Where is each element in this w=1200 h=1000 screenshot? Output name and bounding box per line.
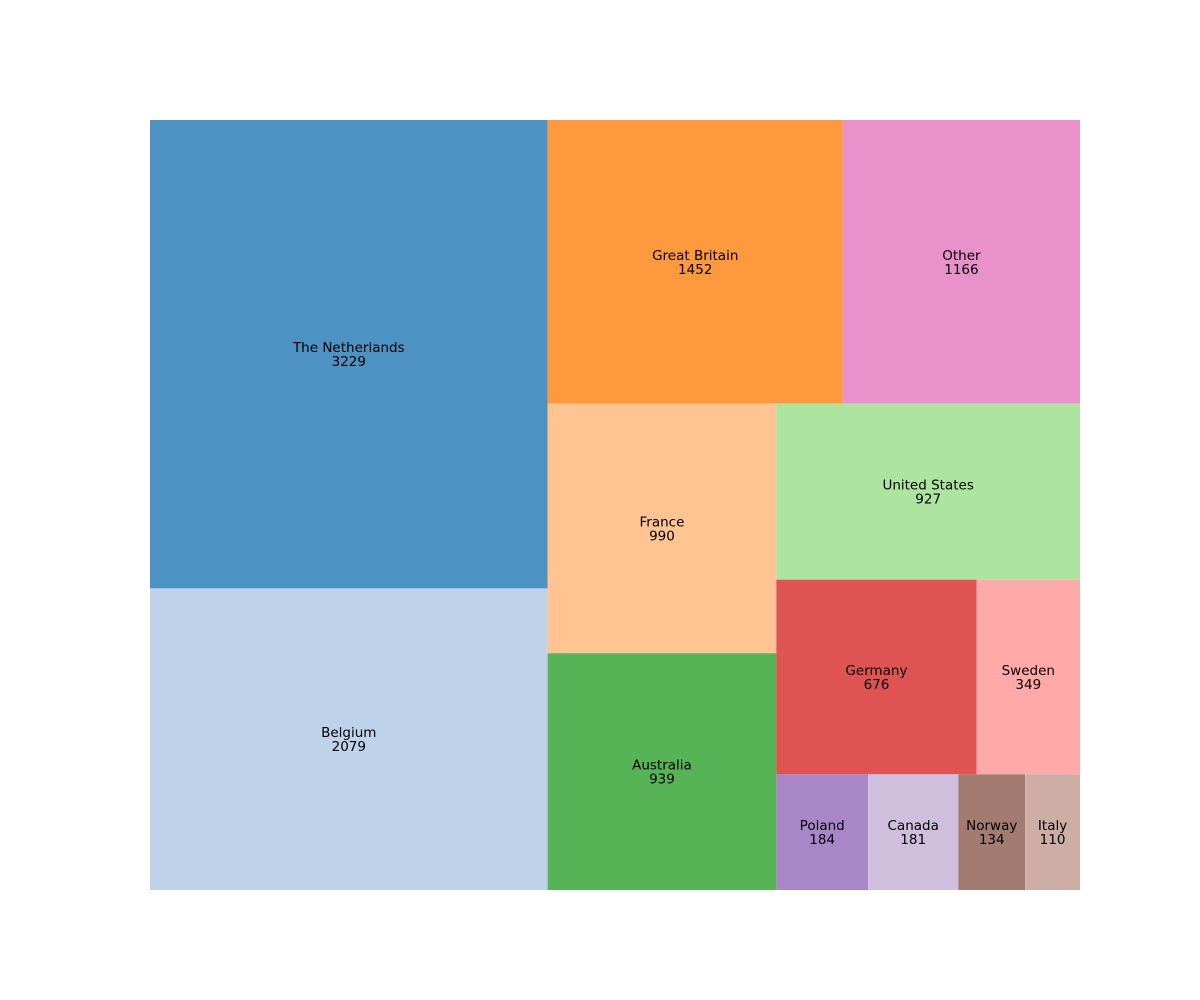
tile-label-australia: Australia: [632, 758, 692, 774]
tile-rect-australia: [547, 653, 777, 890]
tile-rect-the-netherlands: [150, 120, 548, 589]
tile-value-france: 990: [649, 528, 675, 544]
tile-label-great-britain: Great Britain: [652, 248, 738, 264]
tile-rect-germany: [776, 579, 977, 775]
tile-value-canada: 181: [900, 832, 926, 848]
tile-value-the-netherlands: 3229: [332, 354, 366, 370]
tile-value-united-states: 927: [915, 492, 941, 508]
tile-label-poland: Poland: [800, 818, 845, 834]
tile-value-norway: 134: [979, 832, 1005, 848]
tile-rect-norway: [958, 774, 1026, 890]
tile-value-belgium: 2079: [332, 739, 366, 755]
tile-value-poland: 184: [809, 832, 835, 848]
tile-label-belgium: Belgium: [321, 725, 376, 741]
tile-label-germany: Germany: [845, 663, 907, 679]
tile-label-the-netherlands: The Netherlands: [292, 340, 405, 356]
tile-rect-italy: [1025, 774, 1080, 890]
tile-rect-united-states: [776, 403, 1080, 580]
tile-value-great-britain: 1452: [678, 262, 712, 278]
tile-rect-great-britain: [547, 120, 843, 404]
tile-label-other: Other: [942, 248, 981, 264]
tile-value-sweden: 349: [1015, 677, 1041, 693]
tile-label-canada: Canada: [888, 818, 939, 834]
tile-rect-canada: [868, 774, 959, 890]
tile-label-united-states: United States: [882, 478, 973, 494]
tile-value-italy: 110: [1040, 832, 1066, 848]
tile-value-germany: 676: [864, 677, 890, 693]
tile-rect-poland: [776, 774, 869, 890]
tile-value-other: 1166: [944, 262, 978, 278]
tile-rect-france: [547, 403, 777, 654]
tile-label-italy: Italy: [1038, 818, 1067, 834]
tile-label-sweden: Sweden: [1002, 663, 1055, 679]
tile-rect-belgium: [150, 588, 548, 890]
tile-label-norway: Norway: [966, 818, 1017, 834]
tile-rect-other: [842, 120, 1080, 404]
tile-label-france: France: [640, 514, 685, 530]
tile-rect-sweden: [976, 579, 1080, 775]
tile-value-australia: 939: [649, 772, 675, 788]
